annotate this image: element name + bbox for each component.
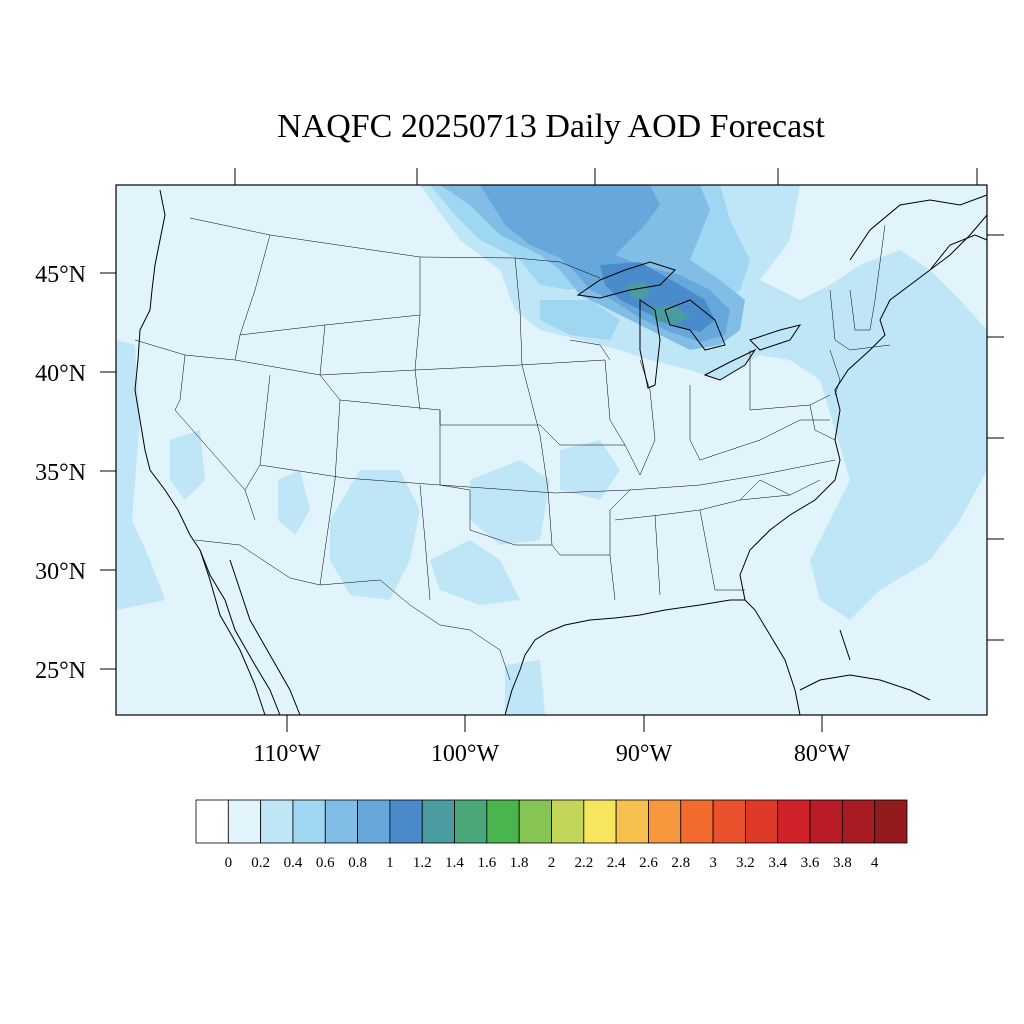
colorbar-level-label: 0.2 (251, 855, 270, 871)
colorbar-level-label: 3.2 (736, 855, 755, 871)
colorbar-swatch (551, 799, 585, 844)
colorbar-swatch (809, 799, 843, 844)
colorbar-swatch (260, 799, 294, 844)
bottom-ticks (286, 715, 823, 732)
colorbar-level-label: 3.4 (768, 855, 787, 871)
map-frame (115, 184, 988, 716)
lon-label-80w: 80°W (794, 741, 851, 767)
colorbar-swatch (486, 799, 520, 844)
lat-label-40: 40°N (35, 361, 86, 387)
colorbar-level-label: 3.8 (833, 855, 852, 871)
colorbar-swatch (324, 799, 358, 844)
colorbar-swatch (712, 799, 746, 844)
lat-label-30: 30°N (35, 559, 86, 585)
colorbar-swatch (777, 799, 811, 844)
colorbar (195, 799, 908, 844)
aod-level-1-1-2 (600, 262, 715, 332)
colorbar-swatch (680, 799, 714, 844)
colorbar-swatch (357, 799, 391, 844)
lon-label-110w: 110°W (253, 741, 321, 767)
lat-label-35: 35°N (35, 460, 86, 486)
colorbar-level-label: 3.6 (801, 855, 820, 871)
colorbar-level-label: 2 (548, 855, 556, 871)
aod-level-0-2-0-4 (116, 185, 987, 715)
colorbar-level-label: 1.8 (510, 855, 529, 871)
colorbar-level-label: 2.6 (639, 855, 658, 871)
colorbar-swatch (227, 799, 262, 844)
colorbar-swatch (292, 799, 326, 844)
lon-label-100w: 100°W (431, 741, 500, 767)
colorbar-level-label: 3 (709, 855, 717, 871)
colorbar-level-label: 2.4 (607, 855, 626, 871)
colorbar-swatch (745, 799, 779, 844)
colorbar-level-label: 0.4 (284, 855, 303, 871)
colorbar-level-label: 1.4 (445, 855, 464, 871)
aod-level-1-2-1-4 (625, 282, 690, 325)
lat-label-45: 45°N (35, 262, 86, 288)
left-ticks (100, 272, 116, 670)
colorbar-swatch (841, 799, 876, 844)
colorbar-swatch (874, 799, 908, 844)
colorbar-swatch (648, 799, 682, 844)
coastlines (134, 189, 988, 716)
lat-label-25: 25°N (35, 658, 86, 684)
colorbar-swatch (389, 799, 423, 844)
lon-label-90w: 90°W (616, 741, 673, 767)
right-ticks (987, 234, 1004, 641)
colorbar-swatch (421, 799, 455, 844)
colorbar-level-label: 2.8 (671, 855, 690, 871)
colorbar-level-label: 4 (871, 855, 879, 871)
colorbar-swatch (583, 799, 617, 844)
colorbar-level-label: 1.6 (477, 855, 496, 871)
colorbar-labels: 0 0.2 0.4 0.6 0.8 1 1.2 1.4 1.6 1.8 2 2.2 2.4 2.6 2.8 3… (225, 855, 879, 871)
top-ticks (234, 168, 978, 185)
colorbar-level-label: 0.8 (348, 855, 367, 871)
colorbar-swatch (195, 799, 229, 844)
aod-field (116, 185, 987, 715)
map-title: NAQFC 20250713 Daily AOD Forecast (277, 108, 825, 145)
state-boundaries (134, 217, 891, 681)
colorbar-swatch (518, 799, 552, 844)
colorbar-level-label: 2.2 (574, 855, 593, 871)
colorbar-level-label: 1.2 (413, 855, 432, 871)
colorbar-swatch (454, 799, 488, 844)
colorbar-level-label: 1 (386, 855, 394, 871)
colorbar-level-label: 0.6 (316, 855, 335, 871)
colorbar-swatch (615, 799, 649, 844)
colorbar-level-label: 0 (225, 855, 233, 871)
